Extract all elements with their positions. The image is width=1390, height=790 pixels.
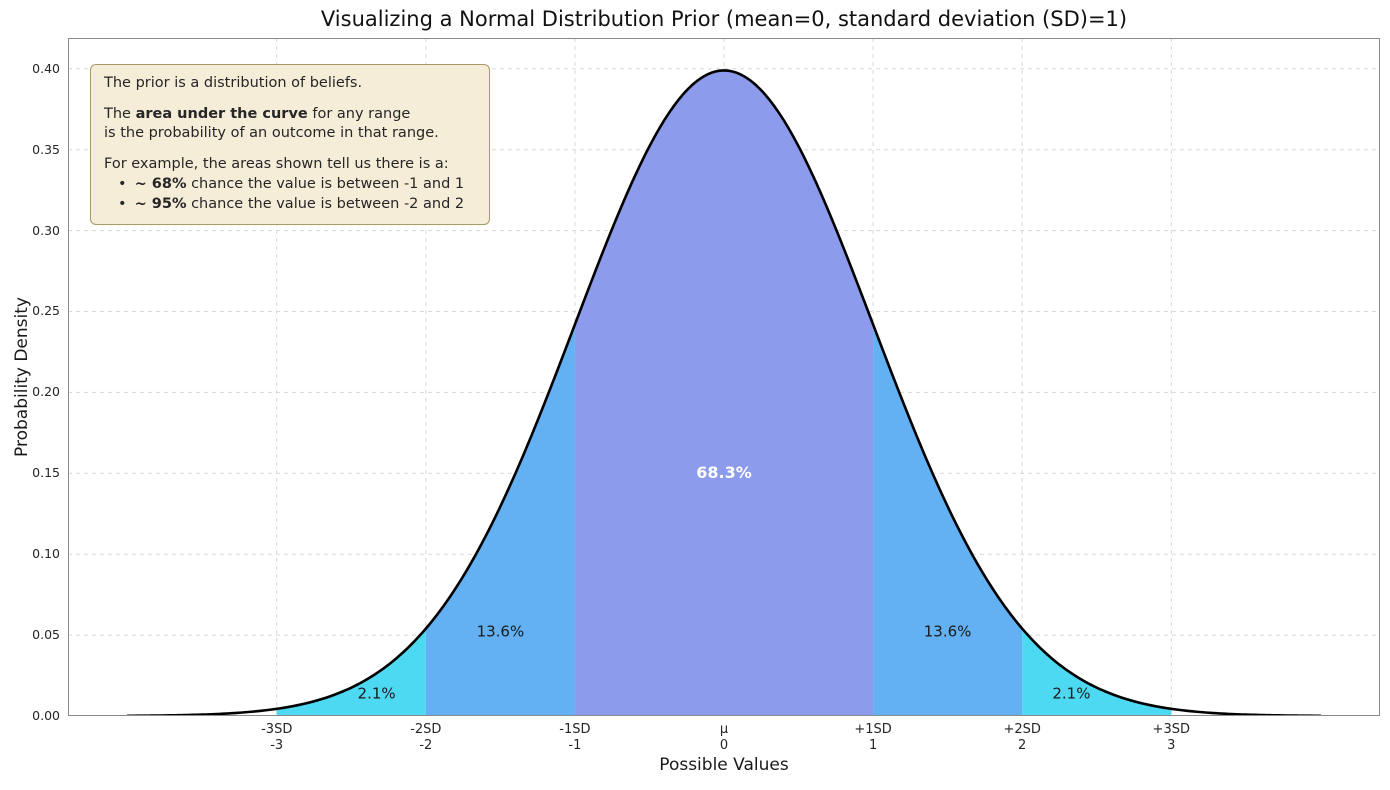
annotation-box: The prior is a distribution of beliefs. T…: [90, 64, 490, 226]
x-tick-sd-line: +1SD: [854, 722, 892, 737]
annotation-line: The prior is a distribution of beliefs.: [104, 74, 476, 94]
annotation-line: The area under the curve for any range: [104, 105, 476, 125]
chart-title: Visualizing a Normal Distribution Prior …: [320, 7, 1128, 31]
y-tick-label: 0.05: [32, 626, 60, 642]
annotation-text: area under the curve: [135, 105, 308, 122]
x-tick-sd-line: +2SD: [1003, 722, 1041, 737]
y-tick-label: 0.40: [32, 60, 60, 76]
annotation-text: The: [104, 105, 136, 122]
x-tick-value-line: 3: [1167, 737, 1176, 753]
annotation-bullet-line: • ~ 95% chance the value is between -2 an…: [104, 195, 476, 215]
y-tick-label: 0.20: [32, 384, 60, 400]
annotation-text: For example, the areas shown tell us the…: [104, 156, 449, 173]
annotation-text: The prior is a distribution of beliefs.: [104, 75, 363, 91]
annotation-text: ~ 68%: [134, 175, 187, 192]
y-axis-label: Probability Density: [12, 297, 32, 457]
y-tick-label: 0.25: [32, 303, 60, 319]
annotation-line: For example, the areas shown tell us the…: [104, 155, 476, 175]
x-tick-label: +2SD 2: [1003, 722, 1040, 753]
region-fill: [1022, 628, 1172, 716]
x-tick-label: +3SD 3: [1153, 722, 1190, 753]
y-tick-label: 0.10: [32, 545, 60, 561]
annotation-bullet-line: • ~ 68% chance the value is between -1 an…: [104, 175, 476, 195]
plot-area: 2.1% 13.6% 68.3% 13.6% 2.1%: [68, 38, 1380, 716]
region-label: 68.3%: [696, 463, 752, 482]
y-tick-label: 0.35: [32, 141, 60, 157]
x-tick-value-line: -3: [270, 737, 284, 753]
annotation-text: ~ 95%: [134, 195, 187, 212]
region-label: 2.1%: [1052, 685, 1090, 703]
region-fill: [574, 70, 874, 716]
x-tick-value-line: -2: [419, 737, 433, 753]
y-tick-label: 0.00: [32, 707, 60, 723]
annotation-line: is the probability of an outcome in that…: [104, 124, 476, 144]
x-tick-sd-line: +3SD: [1152, 722, 1190, 737]
region-label: 13.6%: [924, 622, 972, 640]
chart-canvas: 2.1% 13.6% 68.3% 13.6% 2.1%: [68, 38, 1380, 716]
x-tick-sd-line: -2SD: [410, 722, 442, 737]
x-axis-label: Possible Values: [659, 755, 789, 775]
x-tick-label: -2SD -2: [410, 722, 441, 753]
bullet-icon: •: [118, 195, 127, 212]
annotation-spacer: [104, 144, 476, 155]
annotation-text: chance the value is between -1 and 1: [186, 175, 465, 192]
plot-border: [68, 38, 1380, 716]
bullet-icon: •: [118, 175, 127, 192]
annotation-text: is the probability of an outcome in that…: [104, 125, 439, 142]
annotation-spacer: [104, 94, 476, 105]
x-tick-sd-line: -1SD: [559, 722, 591, 737]
annotation-text: chance the value is between -2 and 2: [186, 195, 465, 212]
x-tick-value-line: 2: [1018, 737, 1027, 753]
region-label: 13.6%: [477, 622, 525, 640]
x-tick-sd-line: -3SD: [261, 722, 293, 737]
x-tick-label: +1SD 1: [854, 722, 891, 753]
x-tick-sd-line: μ: [719, 722, 729, 737]
annotation-text: for any range: [307, 105, 411, 122]
y-tick-label: 0.30: [32, 222, 60, 238]
x-tick-value-line: 1: [868, 737, 878, 753]
y-tick-label: 0.15: [32, 465, 60, 481]
density-curve: [126, 69, 1322, 716]
x-tick-value-line: -1: [568, 737, 582, 753]
x-tick-label: -1SD -1: [559, 722, 590, 753]
x-tick-label: -3SD -3: [261, 722, 292, 753]
region-label: 2.1%: [358, 685, 396, 703]
region-fill: [276, 628, 426, 716]
x-tick-value-line: 0: [719, 737, 729, 753]
